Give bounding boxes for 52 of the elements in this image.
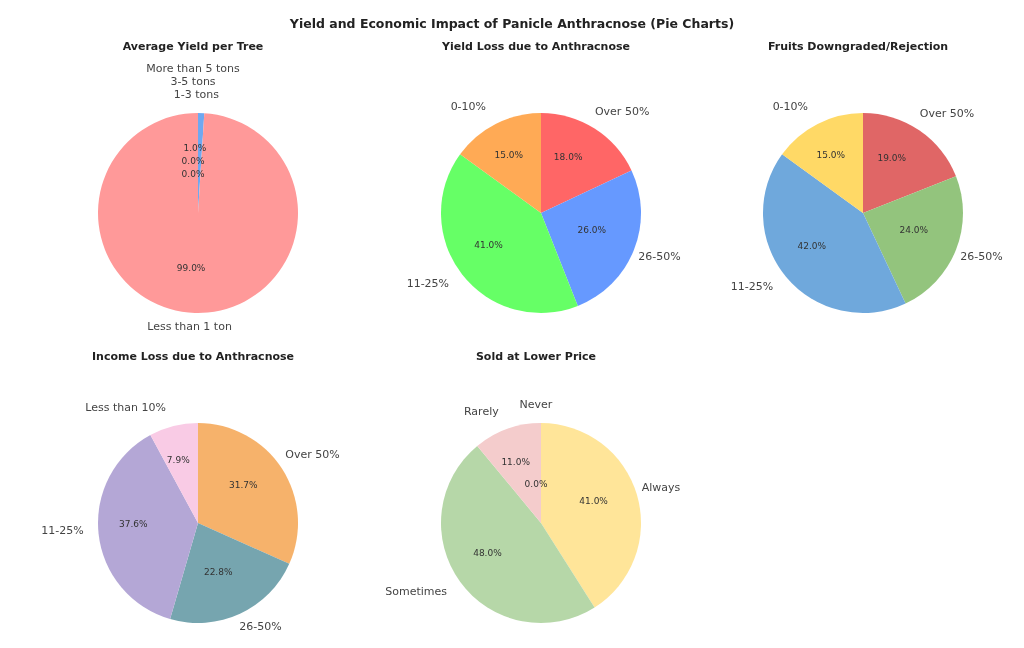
slice-label: 11-25% xyxy=(730,280,774,294)
pie-slice xyxy=(541,170,641,306)
slice-label: 0-10% xyxy=(772,99,809,113)
data-label: 48.0% xyxy=(473,548,503,559)
data-label: 11.0% xyxy=(501,456,531,467)
text: 0.0% xyxy=(524,479,548,489)
chart-title: Yield Loss due to Anthracnose xyxy=(441,40,631,53)
category-label: 3-5 tons xyxy=(170,75,216,88)
pie-slice xyxy=(541,113,632,213)
slice-label: Over 50% xyxy=(919,107,975,121)
data-label: 99.0% xyxy=(176,262,206,273)
chart-title: Sold at Lower Price xyxy=(474,350,598,363)
pie-slice xyxy=(863,176,963,304)
slice-label: 0-10% xyxy=(450,99,487,113)
slice-label: Rarely xyxy=(463,404,500,418)
data-label: 22.8% xyxy=(203,567,233,578)
data-label: 31.7% xyxy=(229,480,259,491)
slice-label: 26-50% xyxy=(239,619,282,633)
slice-label: Always xyxy=(641,481,681,495)
data-label: 41.0% xyxy=(579,496,609,507)
pie-slice xyxy=(460,113,541,213)
data-label: 37.6% xyxy=(119,519,149,530)
pie-slice xyxy=(98,113,298,313)
pie-slice xyxy=(782,113,863,213)
chart-title: Fruits Downgraded/Rejection xyxy=(766,40,950,53)
data-label: 42.0% xyxy=(797,241,827,252)
data-label: 15.0% xyxy=(816,149,846,160)
pie-slice xyxy=(98,435,198,620)
category-label: More than 5 tons xyxy=(146,62,240,75)
category-label: Never xyxy=(519,398,553,411)
data-label: 19.0% xyxy=(877,153,907,164)
slice-label: 11-25% xyxy=(41,523,84,537)
data-label: 41.0% xyxy=(474,239,504,250)
data-label: 18.0% xyxy=(553,152,583,163)
slice-label: 11-25% xyxy=(406,277,450,291)
slice-label: Over 50% xyxy=(594,105,650,119)
text: Yield and Economic Impact of Panicle Anthracnose (Pie Charts) xyxy=(288,16,736,31)
slice-label: Less than 10% xyxy=(85,401,166,415)
chart-title: Average Yield per Tree xyxy=(121,40,265,53)
data-label: 26.0% xyxy=(577,225,607,236)
slice-label: 1-3 tons xyxy=(173,88,220,102)
chart-title: Income Loss due to Anthracnose xyxy=(90,350,296,363)
slice-label: 26-50% xyxy=(960,250,1003,264)
slice-label: Over 50% xyxy=(285,448,340,462)
data-label: 15.0% xyxy=(494,149,524,160)
slice-label: Less than 1 ton xyxy=(147,319,232,333)
data-label: 7.9% xyxy=(166,454,191,465)
data-label: 24.0% xyxy=(899,225,929,236)
slice-label: Sometimes xyxy=(385,584,448,598)
slice-label: 26-50% xyxy=(638,250,681,264)
pie-slice xyxy=(170,523,290,623)
pie-slice xyxy=(150,423,198,523)
